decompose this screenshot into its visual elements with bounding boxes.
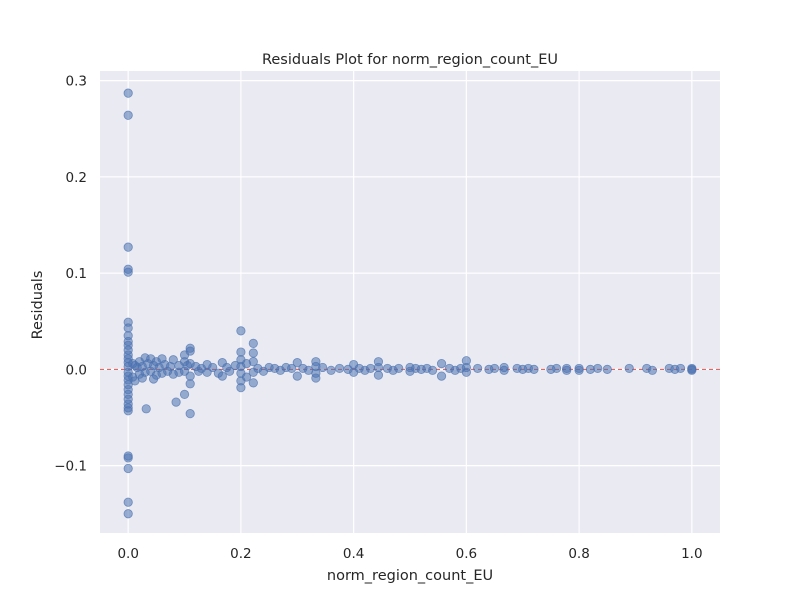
data-point [123, 267, 133, 277]
data-point [236, 326, 246, 336]
data-point [236, 347, 246, 357]
data-point [236, 383, 246, 393]
data-point [241, 372, 252, 382]
data-point [185, 371, 195, 381]
y-tick-label: 0.3 [66, 74, 87, 90]
data-point [248, 338, 258, 348]
y-tick-labels: −0.1 0.0 0.1 0.2 0.3 [54, 74, 87, 475]
data-point [123, 509, 133, 519]
data-point [123, 242, 133, 252]
data-point [123, 406, 133, 416]
data-point [394, 363, 404, 374]
data-point [551, 363, 562, 374]
data-point [217, 371, 227, 381]
x-tick-labels: 0.0 0.2 0.4 0.6 0.8 1.0 [117, 546, 702, 562]
data-point [365, 363, 376, 374]
data-point [624, 363, 634, 374]
data-point [373, 370, 384, 380]
x-tick-label: 0.0 [117, 546, 138, 562]
data-point [123, 323, 133, 333]
data-point [311, 373, 321, 383]
gridlines [100, 71, 720, 533]
data-point [318, 362, 328, 373]
data-point [141, 404, 151, 414]
data-point [248, 348, 258, 358]
data-point [574, 365, 584, 375]
data-points [123, 88, 697, 519]
data-point [179, 389, 190, 399]
chart-title: Residuals Plot for norm_region_count_EU [262, 52, 558, 68]
x-tick-label: 0.6 [456, 546, 477, 562]
data-point [687, 365, 697, 375]
x-tick-label: 0.4 [343, 546, 364, 562]
data-point [427, 365, 438, 375]
data-point [292, 358, 302, 368]
data-point [168, 355, 178, 365]
data-point [647, 365, 657, 375]
data-point [292, 371, 302, 381]
data-point [489, 363, 500, 374]
y-tick-label: 0.2 [66, 170, 87, 186]
y-axis-label: Residuals [30, 271, 46, 340]
data-point [225, 366, 235, 376]
x-tick-label: 1.0 [681, 546, 702, 562]
data-point [326, 365, 336, 375]
data-point [123, 453, 133, 463]
data-point [529, 364, 539, 374]
y-tick-label: 0.1 [66, 266, 87, 282]
x-tick-label: 0.2 [230, 546, 251, 562]
y-tick-label: −0.1 [54, 459, 87, 475]
data-point [602, 364, 612, 374]
data-point [123, 497, 133, 507]
data-point [461, 367, 471, 377]
data-point [499, 365, 509, 375]
data-point [208, 362, 218, 373]
data-point [185, 346, 195, 356]
data-point [171, 397, 181, 407]
data-point [185, 379, 195, 389]
data-point [185, 409, 195, 419]
data-point [334, 363, 345, 374]
data-point [248, 357, 258, 367]
y-tick-label: 0.0 [66, 362, 87, 378]
data-point [593, 363, 603, 374]
data-point [123, 88, 133, 98]
data-point [287, 363, 297, 374]
data-point [373, 362, 384, 373]
data-point [436, 358, 447, 369]
data-point [473, 363, 483, 374]
data-point [436, 371, 447, 381]
plot-area [100, 71, 720, 533]
x-tick-label: 0.8 [568, 546, 589, 562]
data-point [123, 110, 133, 120]
x-axis-label: norm_region_count_EU [327, 568, 493, 584]
data-point [562, 365, 572, 375]
data-point [248, 378, 258, 388]
data-point [123, 463, 133, 474]
data-point [675, 363, 686, 374]
